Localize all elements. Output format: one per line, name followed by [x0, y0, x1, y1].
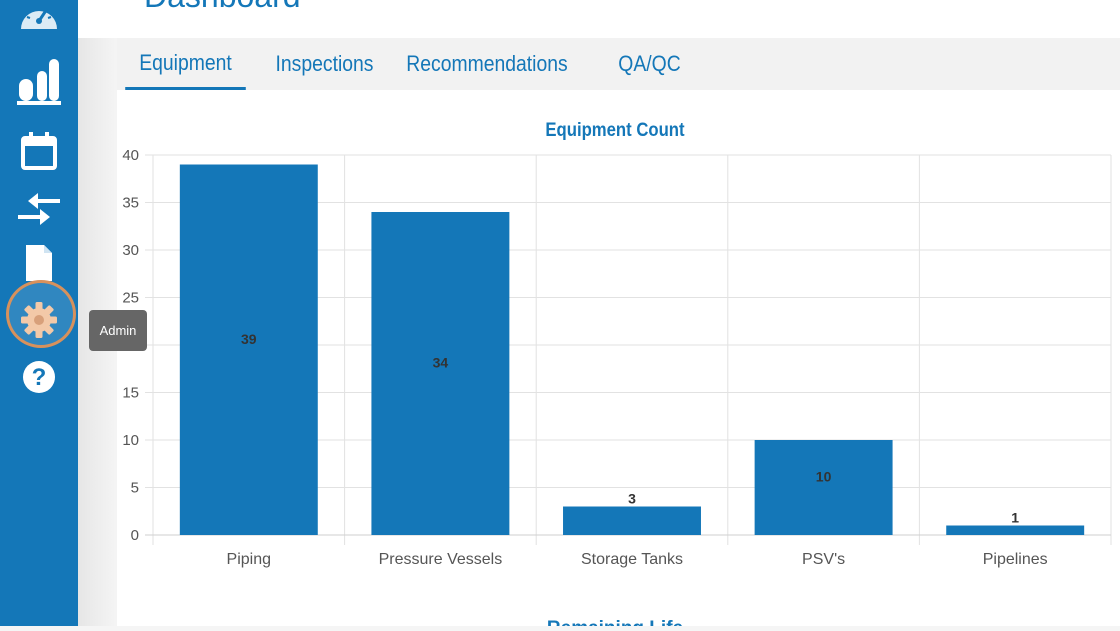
bar-value-label: 10	[816, 469, 832, 485]
equipment-count-chart: Equipment Count 051015202530354039Piping…	[122, 119, 1112, 631]
tanks-icon[interactable]	[14, 57, 64, 107]
tab-recommendations[interactable]: Recommendations	[406, 51, 568, 76]
y-tick-label: 15	[122, 385, 139, 402]
y-tick-label: 10	[122, 432, 139, 449]
x-tick-label: Pressure Vessels	[379, 551, 503, 568]
bar-value-label: 1	[1011, 510, 1019, 526]
bar-value-label: 39	[241, 331, 257, 347]
y-tick-label: 0	[131, 527, 139, 544]
page-title: Dashboard	[144, 0, 301, 15]
chart-title: Equipment Count	[545, 119, 684, 140]
arrows-exchange-icon[interactable]	[14, 183, 64, 233]
bar-piping[interactable]	[179, 164, 318, 536]
next-chart-title: Remaining Life	[547, 618, 683, 626]
tab-equipment[interactable]: Equipment	[125, 38, 246, 90]
tab-qaqc[interactable]: QA/QC	[618, 51, 681, 76]
chart-panel: Equipment Count 051015202530354039Piping…	[117, 90, 1120, 631]
sidebar: ?	[0, 0, 78, 626]
y-tick-label: 30	[122, 242, 139, 259]
main-content: Dashboard Equipment Inspections Recommen…	[78, 0, 1120, 631]
help-icon[interactable]: ?	[14, 352, 64, 402]
y-tick-label: 35	[122, 195, 139, 212]
gear-icon[interactable]	[14, 295, 64, 345]
header-band	[78, 0, 1120, 38]
bar-pipelines[interactable]	[946, 525, 1085, 536]
bar-value-label: 3	[628, 491, 636, 507]
admin-tooltip: Admin	[89, 310, 147, 351]
tab-bar: Equipment Inspections Recommendations QA…	[117, 38, 1120, 90]
bar-psv-s[interactable]	[754, 440, 893, 535]
x-tick-label: Piping	[227, 551, 271, 568]
y-tick-label: 5	[131, 480, 139, 497]
document-icon[interactable]	[14, 238, 64, 288]
bar-storage-tanks[interactable]	[563, 506, 701, 536]
calendar-icon[interactable]	[14, 126, 64, 176]
x-tick-label: Pipelines	[983, 551, 1048, 568]
y-tick-label: 40	[122, 147, 139, 164]
svg-text:?: ?	[32, 364, 47, 391]
tab-inspections[interactable]: Inspections	[275, 51, 374, 76]
gauge-icon[interactable]	[14, 0, 64, 42]
bar-value-label: 34	[433, 355, 449, 371]
bar-pressure-vessels[interactable]	[371, 212, 510, 535]
x-tick-label: Storage Tanks	[581, 551, 683, 568]
x-tick-label: PSV's	[802, 551, 845, 568]
y-tick-label: 25	[122, 290, 139, 307]
